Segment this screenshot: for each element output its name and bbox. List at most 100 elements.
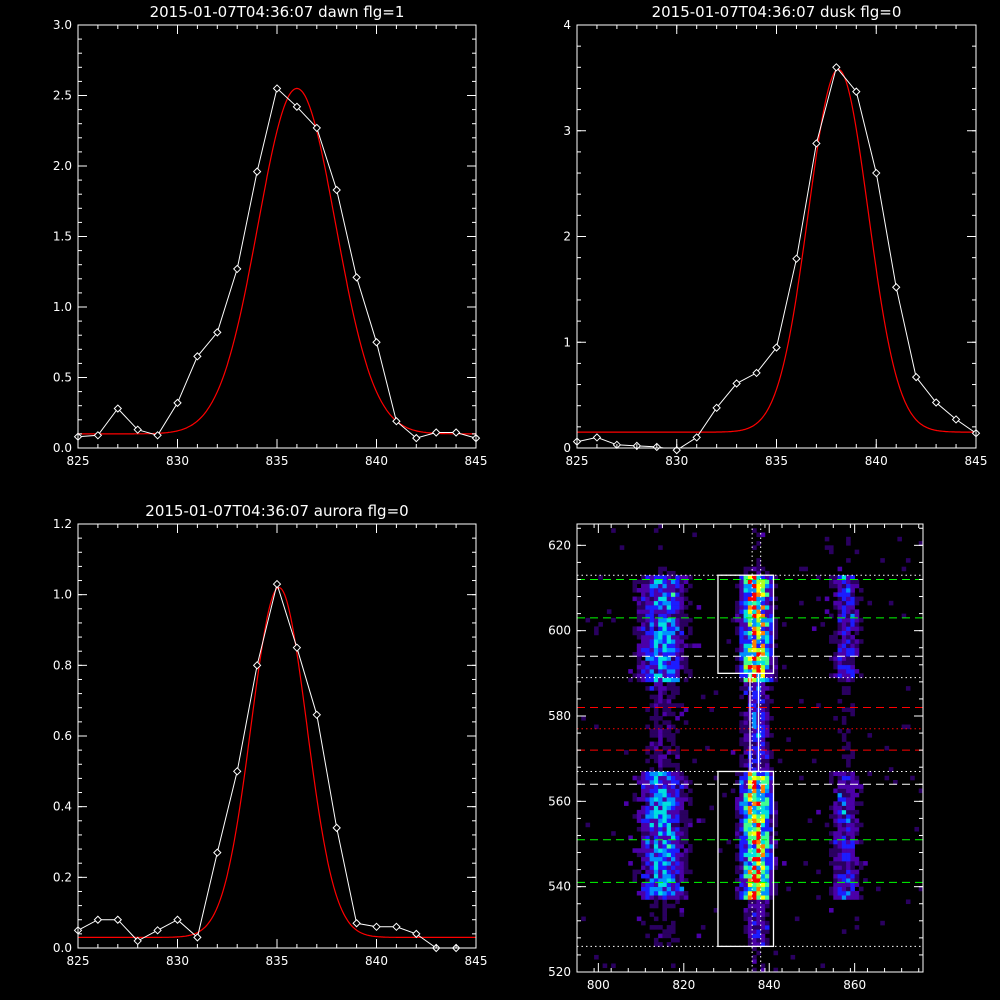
heatmap-cell: [636, 826, 642, 832]
heatmap-cell: [829, 545, 834, 550]
heatmap-cell: [756, 873, 761, 879]
heatmap-cell: [632, 673, 638, 678]
heatmap-cell: [752, 762, 757, 768]
heatmap-cell: [833, 716, 838, 721]
heatmap-cell: [713, 908, 719, 913]
heatmap-cell: [679, 890, 685, 896]
heatmap-cell: [764, 596, 770, 602]
heatmap-cell: [645, 664, 650, 670]
heatmap-cell: [841, 609, 847, 614]
heatmap-cell: [747, 865, 753, 870]
heatmap-cell: [666, 579, 672, 585]
heatmap-cell: [653, 886, 659, 892]
heatmap-cell: [611, 963, 616, 969]
heatmap-cell: [649, 797, 655, 802]
heatmap-cell: [739, 784, 744, 789]
heatmap-cell: [752, 788, 757, 794]
heatmap-cell: [594, 724, 599, 730]
heatmap-cell: [662, 908, 667, 913]
heatmap-cell: [679, 797, 685, 802]
heatmap-cell: [769, 579, 774, 585]
y-tick-label: 1.0: [53, 588, 72, 602]
heatmap-cell: [606, 609, 612, 614]
heatmap-cell: [743, 579, 749, 585]
heatmap-cell: [649, 600, 655, 606]
heatmap-cell: [739, 605, 744, 610]
heatmap-cell: [752, 920, 757, 926]
heatmap-cell: [752, 707, 757, 713]
heatmap-cell: [782, 622, 787, 627]
heatmap-cell: [683, 878, 689, 883]
heatmap-cell: [752, 639, 757, 644]
heatmap-cell: [764, 942, 770, 947]
heatmap-cell: [670, 630, 676, 636]
heatmap-cell: [837, 818, 843, 823]
heatmap-cell: [829, 831, 834, 836]
heatmap-cell: [679, 861, 685, 866]
heatmap-cell: [769, 588, 774, 593]
heatmap-cell: [841, 673, 847, 678]
heatmap-cell: [641, 673, 646, 678]
heatmap-cell: [764, 895, 770, 900]
heatmap-cell: [752, 566, 757, 572]
heatmap-cell: [641, 583, 646, 589]
heatmap-cell: [645, 622, 650, 627]
heatmap-cell: [799, 698, 804, 704]
heatmap-cell: [867, 733, 873, 738]
heatmap-cell: [641, 780, 646, 785]
heatmap-cell: [846, 895, 851, 900]
heatmap-cell: [666, 588, 672, 593]
heatmap-cell: [679, 839, 685, 845]
heatmap-cell: [688, 788, 693, 794]
y-tick-label: 1.5: [53, 230, 72, 244]
heatmap-cell: [837, 596, 843, 602]
heatmap-cell: [666, 835, 672, 841]
heatmap-cell: [658, 754, 663, 759]
heatmap-cell: [670, 848, 676, 853]
heatmap-cell: [653, 652, 659, 657]
heatmap-cell: [662, 660, 667, 666]
heatmap-cell: [747, 831, 753, 836]
heatmap-cell: [760, 873, 766, 879]
heatmap-cell: [773, 856, 779, 862]
heatmap-cell: [649, 852, 655, 858]
heatmap-cell: [641, 861, 646, 866]
heatmap-cell: [670, 937, 676, 943]
heatmap-cell: [764, 767, 770, 772]
heatmap-cell: [645, 865, 650, 870]
heatmap-cell: [653, 895, 659, 900]
heatmap-cell: [764, 609, 770, 614]
heatmap-cell: [833, 839, 838, 845]
heatmap-cell: [747, 873, 753, 879]
heatmap-cell: [846, 745, 851, 751]
heatmap-cell: [846, 848, 851, 853]
heatmap-cell: [666, 673, 672, 678]
heatmap-cell: [760, 784, 766, 789]
heatmap-cell: [666, 848, 672, 853]
heatmap-cell: [841, 869, 847, 875]
heatmap-cell: [675, 596, 680, 602]
heatmap-cell: [735, 617, 740, 623]
heatmap-cell: [918, 886, 923, 892]
heatmap-cell: [662, 754, 667, 759]
heatmap-cell: [841, 818, 847, 823]
heatmap-cell: [747, 775, 753, 781]
heatmap-cell: [829, 771, 834, 777]
heatmap-cell: [641, 639, 646, 644]
x-tick-label: 840: [365, 954, 388, 968]
heatmap-cell: [846, 844, 851, 849]
heatmap-cell: [858, 588, 864, 593]
heatmap-cell: [764, 656, 770, 661]
heatmap-cell: [636, 643, 642, 649]
heatmap-cell: [658, 583, 663, 589]
heatmap-cell: [636, 579, 642, 585]
heatmap-cell: [675, 656, 680, 661]
heatmap-cell: [670, 886, 676, 892]
heatmap-cell: [739, 656, 744, 661]
heatmap-cell: [662, 835, 667, 841]
heatmap-cell: [760, 771, 766, 777]
heatmap-cell: [833, 579, 838, 585]
heatmap-cell: [739, 873, 744, 879]
heatmap-cell: [858, 865, 864, 870]
heatmap-cell: [752, 673, 757, 678]
